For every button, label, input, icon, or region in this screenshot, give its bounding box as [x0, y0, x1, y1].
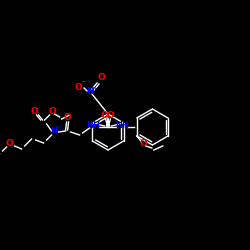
Text: O: O — [106, 110, 114, 120]
Text: O: O — [97, 74, 105, 82]
Text: NH: NH — [116, 122, 129, 130]
Text: N: N — [86, 88, 94, 96]
Text: O: O — [6, 140, 14, 148]
Text: +: + — [92, 86, 97, 90]
Text: H: H — [55, 126, 60, 132]
Text: N: N — [50, 128, 58, 136]
Text: O: O — [101, 110, 108, 120]
Text: NH: NH — [87, 122, 101, 130]
Text: O: O — [49, 106, 56, 116]
Text: O: O — [140, 140, 148, 148]
Text: O: O — [31, 106, 38, 116]
Text: O: O — [64, 114, 72, 122]
Text: −: − — [80, 79, 86, 85]
Text: O: O — [74, 82, 82, 92]
